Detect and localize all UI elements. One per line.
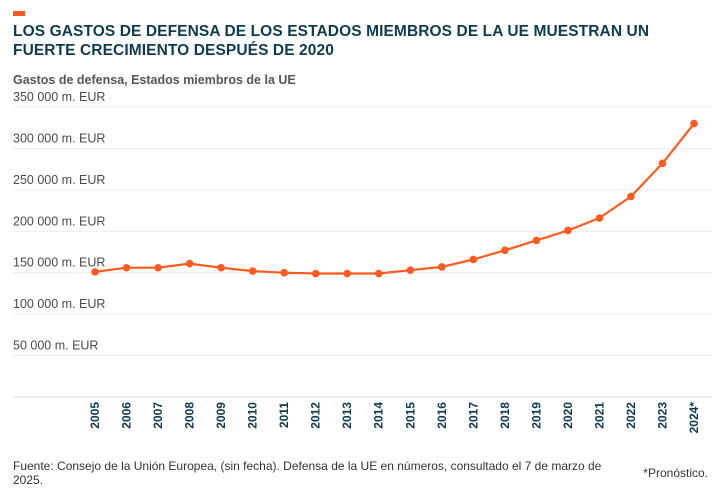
data-point bbox=[343, 269, 352, 278]
data-point bbox=[154, 263, 162, 272]
chart-subtitle: Gastos de defensa, Estados miembros de l… bbox=[13, 73, 296, 87]
data-point bbox=[627, 192, 635, 201]
x-tick-label: 2017 bbox=[466, 402, 480, 429]
y-tick-label: 150 000 m. EUR bbox=[13, 256, 105, 270]
series-line bbox=[94, 122, 695, 275]
data-point bbox=[406, 266, 415, 275]
x-tick-label: 2008 bbox=[183, 402, 197, 429]
source-note: Fuente: Consejo de la Unión Europea, (si… bbox=[13, 459, 602, 487]
data-point bbox=[185, 259, 194, 268]
x-tick-label: 2009 bbox=[214, 402, 228, 429]
data-point bbox=[595, 214, 604, 222]
grid-lines bbox=[13, 106, 712, 398]
x-tick-label: 2018 bbox=[498, 402, 512, 429]
x-tick-label: 2020 bbox=[561, 402, 575, 429]
y-tick-label: 250 000 m. EUR bbox=[13, 173, 105, 187]
series-line bbox=[94, 122, 695, 275]
data-point bbox=[217, 263, 225, 272]
x-tick-label: 2023 bbox=[655, 402, 669, 429]
x-tick-label: 2012 bbox=[309, 402, 323, 429]
x-tick-label: 2013 bbox=[340, 402, 354, 429]
series-points bbox=[91, 119, 698, 278]
x-tick-label: 2021 bbox=[592, 402, 606, 429]
x-tick-label: 2006 bbox=[120, 402, 134, 429]
x-tick-label: 2007 bbox=[151, 402, 165, 429]
data-point bbox=[311, 269, 320, 278]
x-tick-label: 2011 bbox=[277, 402, 291, 428]
x-tick-label: 2014 bbox=[372, 402, 386, 429]
data-point bbox=[280, 268, 288, 277]
y-tick-label: 50 000 m. EUR bbox=[13, 339, 98, 353]
x-tick-label: 2019 bbox=[529, 402, 543, 429]
x-tick-label: 2010 bbox=[246, 402, 260, 429]
y-tick-label: 350 000 m. EUR bbox=[13, 90, 105, 104]
x-tick-label: 2022 bbox=[624, 402, 638, 429]
data-point bbox=[437, 263, 446, 271]
data-point bbox=[469, 255, 478, 264]
accent-bar bbox=[13, 11, 25, 16]
chart-title: LOS GASTOS DE DEFENSA DE LOS ESTADOS MIE… bbox=[13, 23, 650, 59]
x-axis-tick-labels: 2005 2006 2007 2008 2009 2010 2011 2012 2013 2014… bbox=[88, 402, 701, 434]
data-point bbox=[374, 269, 383, 278]
y-tick-label: 100 000 m. EUR bbox=[13, 297, 105, 311]
x-tick-label: 2024* bbox=[687, 402, 701, 434]
forecast-note: *Pronóstico. bbox=[643, 466, 708, 480]
data-point bbox=[122, 263, 131, 272]
data-point bbox=[658, 159, 667, 168]
y-tick-label: 300 000 m. EUR bbox=[13, 131, 105, 145]
x-tick-label: 2016 bbox=[435, 402, 449, 429]
x-tick-label: 2015 bbox=[403, 402, 417, 429]
data-point bbox=[690, 119, 698, 128]
data-point bbox=[248, 267, 257, 275]
data-point bbox=[91, 268, 99, 276]
y-tick-label: 200 000 m. EUR bbox=[13, 214, 105, 228]
data-point bbox=[564, 226, 572, 235]
data-point bbox=[532, 236, 541, 245]
x-tick-label: 2005 bbox=[88, 402, 102, 429]
y-axis-tick-labels: 50 000 m. EUR 100 000 m. EUR 150 000 m. EU… bbox=[13, 90, 105, 353]
data-point bbox=[501, 246, 509, 255]
